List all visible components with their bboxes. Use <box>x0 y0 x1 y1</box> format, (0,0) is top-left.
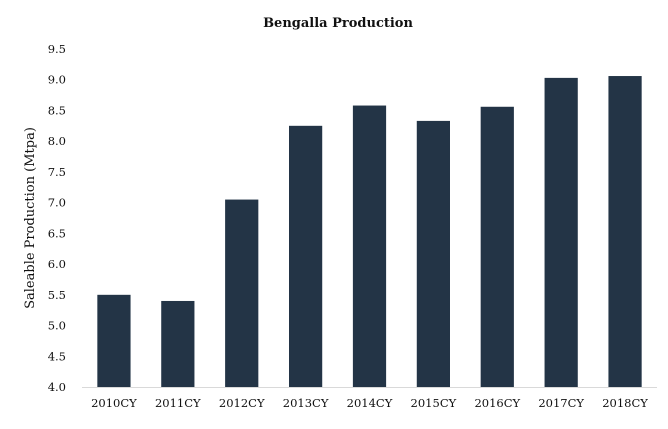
y-tick-label: 7.0 <box>48 196 66 210</box>
bar-2016CY <box>480 106 514 387</box>
bar-2014CY <box>352 105 387 388</box>
x-tick-label: 2013CY <box>283 396 329 410</box>
x-tick-label: 2014CY <box>347 396 393 410</box>
y-tick-label: 9.0 <box>48 73 66 87</box>
y-tick-label: 7.5 <box>48 165 66 179</box>
x-tick-label: 2018CY <box>602 396 648 410</box>
y-tick-label: 6.0 <box>48 257 66 271</box>
y-tick-label: 6.5 <box>48 226 66 240</box>
bar-2010CY <box>97 294 131 387</box>
y-axis-label: Saleable Production (Mtpa) <box>23 127 38 309</box>
bar-2011CY <box>161 300 195 387</box>
bar-2013CY <box>289 125 323 388</box>
x-tick-label: 2015CY <box>411 396 457 410</box>
x-tick-label: 2011CY <box>155 396 201 410</box>
bar-2018CY <box>608 76 642 387</box>
y-tick-label: 5.5 <box>48 288 66 302</box>
y-tick-label: 8.0 <box>48 134 66 148</box>
x-tick-label: 2017CY <box>538 396 584 410</box>
y-tick-label: 9.5 <box>48 42 66 56</box>
x-tick-label: 2010CY <box>91 396 137 410</box>
x-axis-ticks: 2010CY 2011CY 2012CY 2013CY 2014CY 2015CY 2016… <box>91 396 648 410</box>
bar-2015CY <box>416 120 450 387</box>
x-tick-label: 2016CY <box>474 396 520 410</box>
y-tick-label: 5.0 <box>48 319 66 333</box>
y-tick-label: 4.5 <box>48 349 66 363</box>
bar-2017CY <box>544 77 578 387</box>
y-tick-label: 4.0 <box>48 380 66 394</box>
y-axis-ticks: 4.0 4.5 5.0 5.5 6.0 6.5 7.0 7.5 8.0 8.5 9.0 9.5 <box>48 42 66 394</box>
bar-2012CY <box>225 199 259 387</box>
y-tick-label: 8.5 <box>48 103 66 117</box>
chart-title: Bengalla Production <box>263 16 413 31</box>
x-tick-label: 2012CY <box>219 396 265 410</box>
bars <box>97 76 642 388</box>
